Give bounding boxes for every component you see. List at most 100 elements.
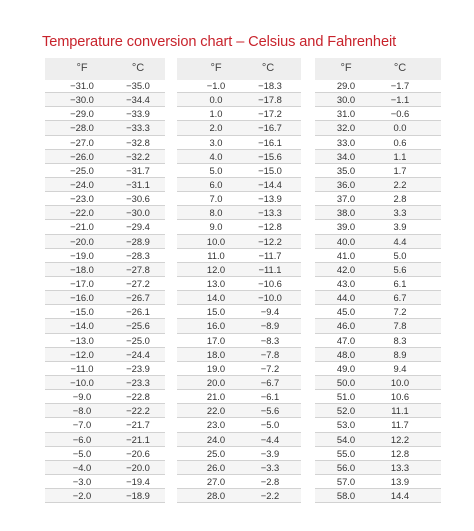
cell-fahrenheit-2: 1.0 [209,108,223,120]
row-divider-group-2 [177,247,301,249]
table-row: −24.0 −31.1 6.0 −14.4 36.0 2.2 [0,177,474,193]
column-header-c-2: °C [261,62,275,74]
cell-celsius-2: −11.1 [258,263,282,275]
cell-fahrenheit-3: 50.0 [336,376,356,388]
row-stripe-group-1 [45,319,165,334]
row-divider-group-3 [315,488,441,490]
cell-celsius-3: 10.6 [390,391,410,403]
cell-celsius-2: −3.3 [260,461,280,473]
table-row: −20.0 −28.9 10.0 −12.2 40.0 4.4 [0,234,474,249]
cell-celsius-3: 7.2 [393,306,407,318]
row-stripe-group-3 [315,234,441,249]
cell-fahrenheit-2: 9.0 [209,221,223,233]
cell-celsius-2: −14.4 [258,178,282,190]
cell-celsius-2: −10.6 [258,277,282,289]
row-stripe-group-1 [45,206,165,221]
cell-fahrenheit-3: 36.0 [336,178,356,190]
cell-fahrenheit-2: 27.0 [206,475,226,487]
row-divider-group-3 [315,176,441,178]
cell-fahrenheit-1: −27.0 [70,136,94,148]
row-stripe-group-1 [45,93,165,108]
cell-fahrenheit-2: 18.0 [206,348,226,360]
header-band-group-2 [177,58,301,80]
cell-celsius-2: −17.8 [258,94,282,106]
cell-fahrenheit-1: −10.0 [70,376,94,388]
cell-fahrenheit-2: 22.0 [206,405,226,417]
cell-celsius-3: 9.4 [393,362,407,374]
row-divider-group-1 [45,473,165,475]
row-divider-group-3 [315,247,441,249]
row-divider-group-3 [315,191,441,193]
cell-fahrenheit-2: 2.0 [209,122,223,134]
row-stripe-group-1 [45,121,165,136]
cell-fahrenheit-1: −4.0 [72,461,92,473]
row-divider-group-3 [315,275,441,277]
cell-fahrenheit-1: −14.0 [70,320,94,332]
row-stripe-group-2 [177,432,301,447]
row-stripe-group-2 [177,121,301,136]
cell-fahrenheit-2: 16.0 [206,320,226,332]
cell-celsius-3: 6.1 [393,277,407,289]
row-stripe-group-2 [177,177,301,193]
row-divider-group-1 [45,134,165,136]
cell-celsius-3: 1.1 [393,150,407,162]
cell-celsius-3: −0.6 [390,108,410,120]
cell-fahrenheit-3: 44.0 [336,292,356,304]
row-divider-group-3 [315,431,441,433]
row-divider-group-2 [177,417,301,419]
table-row: −31.0 −35.0 −1.0 −18.3 29.0 −1.7 [0,79,474,94]
cell-celsius-2: −2.8 [260,475,280,487]
row-stripe-group-3 [315,489,441,504]
row-stripe-group-1 [45,347,165,362]
cell-celsius-1: −31.1 [126,178,150,190]
cell-celsius-3: −1.1 [390,94,410,106]
cell-fahrenheit-2: 0.0 [209,94,223,106]
cell-fahrenheit-3: 31.0 [336,108,356,120]
header-band-group-3 [315,58,441,80]
table-row: −28.0 −33.3 2.0 −16.7 32.0 0.0 [0,121,474,136]
cell-celsius-1: −20.0 [126,461,150,473]
row-stripe-group-2 [177,460,301,475]
table-row: −29.0 −33.9 1.0 −17.2 31.0 −0.6 [0,107,474,122]
row-stripe-group-3 [315,93,441,108]
column-header-c-3: °C [393,62,407,74]
row-stripe-group-2 [177,319,301,334]
row-divider-group-2 [177,205,301,207]
cell-celsius-1: −29.4 [126,221,150,233]
row-divider-group-1 [45,403,165,405]
cell-celsius-3: 8.3 [393,334,407,346]
row-divider-group-2 [177,162,301,164]
row-stripe-group-3 [315,262,441,277]
table-row: −7.0 −21.7 23.0 −5.0 53.0 11.7 [0,418,474,433]
row-divider-group-1 [45,417,165,419]
row-divider-group-3 [315,403,441,405]
cell-fahrenheit-3: 48.0 [336,348,356,360]
row-divider-group-2 [177,290,301,292]
row-stripe-group-1 [45,177,165,193]
cell-fahrenheit-3: 52.0 [336,405,356,417]
row-divider-group-2 [177,191,301,193]
row-stripe-group-3 [315,149,441,164]
cell-fahrenheit-2: 24.0 [206,433,226,445]
cell-fahrenheit-3: 35.0 [336,164,356,176]
row-stripe-group-2 [177,291,301,306]
row-divider-group-1 [45,374,165,376]
row-divider-group-1 [45,304,165,306]
cell-fahrenheit-2: 6.0 [209,178,223,190]
row-divider-group-2 [177,473,301,475]
table-row: −12.0 −24.4 18.0 −7.8 48.0 8.9 [0,347,474,362]
cell-celsius-3: 11.1 [391,405,409,417]
row-stripe-group-1 [45,375,165,391]
row-stripe-group-3 [315,347,441,362]
cell-celsius-2: −10.0 [258,292,282,304]
cell-celsius-1: −27.8 [126,263,150,275]
cell-celsius-2: −12.8 [258,221,282,233]
table-row: −10.0 −23.3 20.0 −6.7 50.0 10.0 [0,375,474,391]
column-header-c-1: °C [131,62,145,74]
row-divider-group-3 [315,417,441,419]
cell-fahrenheit-2: 23.0 [206,419,226,431]
cell-celsius-1: −31.7 [126,164,150,176]
cell-fahrenheit-2: 28.0 [206,490,226,502]
cell-fahrenheit-2: 4.0 [209,150,223,162]
cell-fahrenheit-3: 37.0 [336,193,356,205]
